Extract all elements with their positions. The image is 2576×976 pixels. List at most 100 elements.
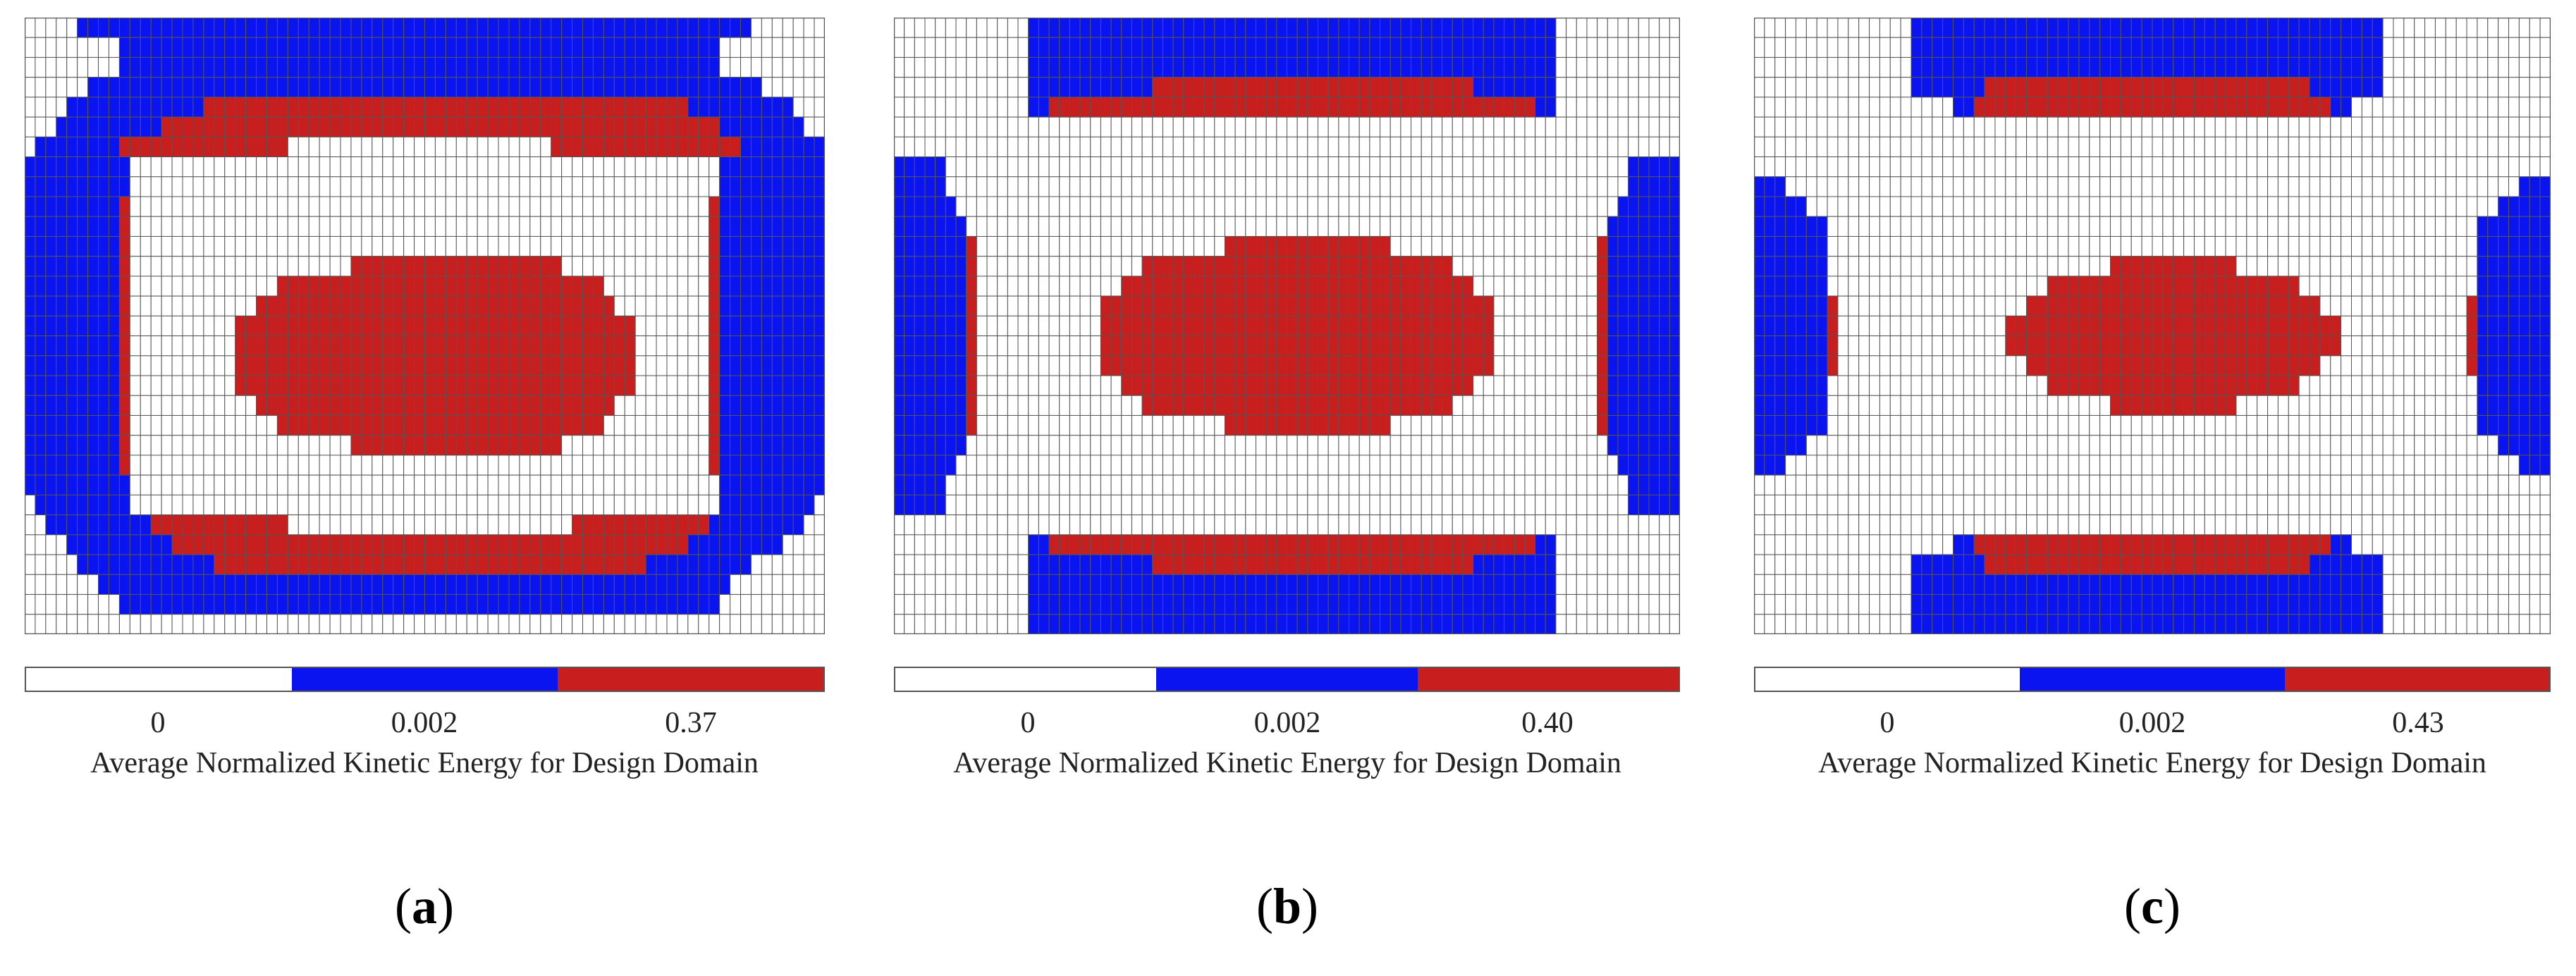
heatmap-cell-a-r2-c26 (298, 56, 309, 78)
heatmap-cell-b-r1-c69 (1607, 37, 1619, 58)
heatmap-cell-b-r30-c74 (1659, 614, 1670, 634)
heatmap-cell-b-r17-c49 (1400, 355, 1412, 376)
heatmap-cell-a-r6-c22 (256, 136, 267, 158)
heatmap-cell-a-r26-c66 (719, 534, 731, 555)
heatmap-cell-a-r30-c32 (361, 614, 373, 634)
heatmap-cell-b-r17-c12 (1017, 355, 1029, 376)
heatmap-cell-a-r26-c8 (108, 534, 120, 555)
heatmap-cell-c-r0-c41 (2183, 18, 2195, 38)
heatmap-cell-a-r0-c44 (487, 18, 499, 38)
heatmap-cell-b-r12-c45 (1358, 256, 1370, 277)
heatmap-cell-a-r16-c15 (182, 335, 194, 357)
heatmap-cell-b-r28-c20 (1100, 574, 1112, 595)
heatmap-cell-a-r2-c25 (287, 56, 299, 78)
heatmap-cell-b-r30-c45 (1358, 614, 1370, 634)
heatmap-cell-a-r23-c55 (603, 474, 615, 495)
heatmap-cell-b-r25-c55 (1462, 514, 1474, 536)
heatmap-cell-c-r1-c9 (1848, 37, 1860, 58)
heatmap-cell-b-r19-c26 (1162, 395, 1174, 416)
heatmap-cell-a-r12-c32 (361, 256, 373, 277)
heatmap-cell-b-r26-c40 (1307, 534, 1319, 555)
heatmap-cell-c-r1-c54 (2319, 37, 2331, 58)
heatmap-cell-b-r18-c37 (1276, 375, 1288, 396)
heatmap-cell-b-r13-c49 (1400, 276, 1412, 297)
heatmap-cell-b-r20-c21 (1110, 415, 1122, 436)
heatmap-cell-b-r3-c59 (1504, 77, 1515, 98)
heatmap-cell-a-r13-c31 (350, 276, 362, 297)
heatmap-cell-a-r19-c70 (761, 395, 773, 416)
heatmap-cell-a-r12-c66 (719, 256, 731, 277)
heatmap-cell-a-r1-c20 (235, 37, 247, 58)
heatmap-cell-a-r23-c58 (634, 474, 646, 495)
heatmap-cell-b-r13-c0 (894, 276, 905, 297)
colorbar-a-tick-0: 0 (150, 707, 166, 739)
heatmap-cell-b-r4-c75 (1669, 97, 1680, 118)
heatmap-cell-b-r12-c24 (1141, 256, 1153, 277)
heatmap-cell-b-r19-c61 (1524, 395, 1536, 416)
heatmap-cell-a-r12-c58 (634, 256, 646, 277)
heatmap-cell-a-r9-c19 (224, 196, 236, 217)
heatmap-cell-b-r29-c52 (1431, 594, 1443, 615)
heatmap-cell-a-r15-c5 (77, 315, 89, 337)
heatmap-cell-b-r16-c20 (1100, 335, 1112, 357)
heatmap-cell-b-r10-c33 (1234, 216, 1246, 237)
heatmap-cell-b-r15-c54 (1452, 315, 1464, 337)
heatmap-cell-b-r18-c60 (1514, 375, 1526, 396)
heatmap-cell-b-r8-c26 (1162, 176, 1174, 197)
heatmap-cell-a-r28-c33 (372, 574, 384, 595)
heatmap-cell-b-r7-c58 (1493, 156, 1505, 178)
heatmap-cell-a-r18-c43 (477, 375, 489, 396)
heatmap-cell-b-r23-c16 (1059, 474, 1070, 495)
heatmap-cell-a-r17-c73 (792, 355, 804, 376)
heatmap-cell-a-r5-c42 (466, 116, 478, 137)
heatmap-cell-b-r16-c75 (1669, 335, 1680, 357)
heatmap-cell-b-r26-c21 (1110, 534, 1122, 555)
heatmap-cell-b-r5-c10 (997, 116, 1008, 137)
heatmap-cell-a-r17-c56 (613, 355, 625, 376)
heatmap-cell-a-r20-c0 (25, 415, 36, 436)
heatmap-cell-b-r16-c2 (914, 335, 926, 357)
heatmap-cell-a-r18-c3 (56, 375, 68, 396)
heatmap-cell-b-r23-c27 (1172, 474, 1184, 495)
heatmap-cell-a-r21-c72 (782, 435, 794, 456)
heatmap-cell-a-r5-c18 (214, 116, 226, 137)
heatmap-cell-a-r14-c4 (66, 295, 78, 316)
heatmap-cell-c-r1-c69 (2477, 37, 2489, 58)
heatmap-cell-b-r11-c74 (1659, 235, 1670, 257)
heatmap-cell-b-r25-c28 (1183, 514, 1194, 536)
heatmap-cell-a-r12-c73 (792, 256, 804, 277)
heatmap-cell-a-r4-c20 (235, 97, 247, 118)
heatmap-cell-a-r23-c62 (677, 474, 689, 495)
heatmap-cell-a-r14-c5 (77, 295, 89, 316)
heatmap-cell-b-r4-c30 (1203, 97, 1215, 118)
heatmap-cell-a-r9-c38 (424, 196, 436, 217)
heatmap-cell-b-r23-c32 (1224, 474, 1236, 495)
heatmap-cell-a-r21-c6 (87, 435, 99, 456)
heatmap-cell-b-r12-c47 (1380, 256, 1391, 277)
heatmap-cell-b-r20-c40 (1307, 415, 1319, 436)
heatmap-cell-a-r18-c45 (498, 375, 510, 396)
heatmap-cell-a-r28-c32 (361, 574, 373, 595)
heatmap-cell-a-r1-c3 (56, 37, 68, 58)
heatmap-cell-a-r1-c26 (298, 37, 309, 58)
heatmap-cell-b-r21-c31 (1214, 435, 1225, 456)
heatmap-cell-a-r27-c67 (730, 554, 742, 575)
heatmap-cell-a-r6-c21 (245, 136, 257, 158)
heatmap-cell-b-r3-c44 (1349, 77, 1360, 98)
heatmap-cell-b-r2-c63 (1545, 56, 1557, 78)
heatmap-cell-b-r2-c58 (1493, 56, 1505, 78)
heatmap-cell-a-r24-c59 (645, 494, 657, 516)
heatmap-cell-b-r1-c59 (1504, 37, 1515, 58)
heatmap-cell-b-r26-c10 (997, 534, 1008, 555)
heatmap-cell-b-r4-c64 (1555, 97, 1567, 118)
heatmap-cell-a-r20-c29 (329, 415, 341, 436)
heatmap-cell-c-r0-c55 (2330, 18, 2342, 38)
heatmap-cell-c-r0-c56 (2341, 18, 2353, 38)
heatmap-cell-b-r23-c14 (1038, 474, 1050, 495)
heatmap-cell-a-r20-c31 (350, 415, 362, 436)
heatmap-cell-b-r10-c70 (1617, 216, 1629, 237)
heatmap-cell-b-r19-c55 (1462, 395, 1474, 416)
heatmap-cell-a-r11-c3 (56, 235, 68, 257)
heatmap-cell-a-r16-c70 (761, 335, 773, 357)
heatmap-cell-a-r3-c13 (161, 77, 173, 98)
